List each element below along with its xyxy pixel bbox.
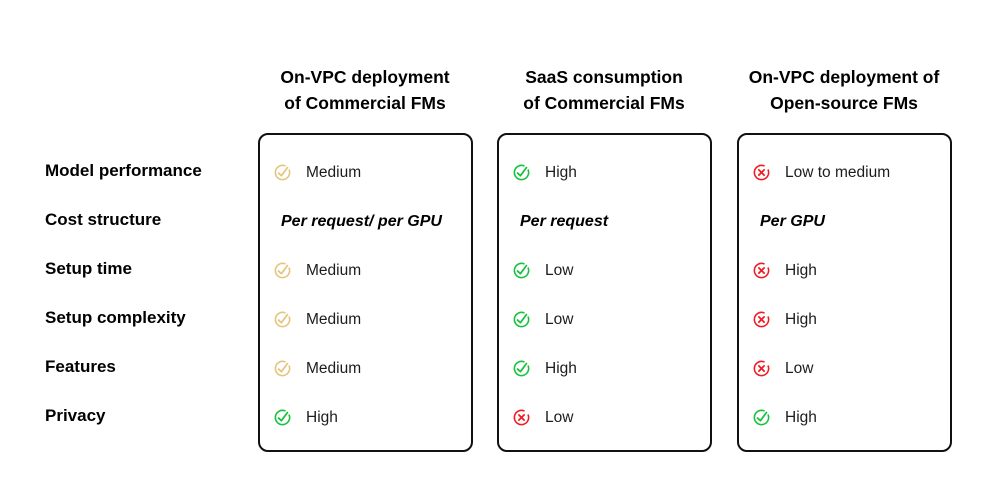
column-header-line1: SaaS consumption [525, 67, 683, 87]
card-cell: Low [499, 246, 710, 295]
x-circle-icon [513, 409, 530, 426]
column-header-line2: of Commercial FMs [284, 93, 446, 113]
comparison-card: High Per request Low Low High Low [497, 133, 712, 452]
check-circle-icon [753, 409, 770, 426]
cell-value: Per GPU [760, 212, 825, 230]
row-label: Features [45, 356, 116, 376]
check-circle-icon [274, 311, 291, 328]
cell-value: Low [545, 408, 574, 426]
check-circle-icon [513, 311, 530, 328]
cell-value: High [306, 408, 338, 426]
cell-value: Low to medium [785, 163, 891, 181]
cell-value: Medium [306, 310, 362, 328]
column-header-line2: of Commercial FMs [523, 93, 685, 113]
column-header: On-VPC deployment of Open-source FMs [714, 64, 974, 116]
card-cell: High [499, 148, 710, 197]
check-circle-icon [274, 262, 291, 279]
check-circle-icon [274, 164, 291, 181]
card-cell: Low [739, 344, 950, 393]
cell-value: High [545, 163, 577, 181]
comparison-card: Medium Per request/ per GPU Medium Medium Me… [258, 133, 473, 452]
card-cell: Medium [260, 246, 471, 295]
card-cell: Medium [260, 295, 471, 344]
column-header: SaaS consumption of Commercial FMs [474, 64, 734, 116]
row-label: Setup complexity [45, 307, 186, 327]
cell-value: High [785, 261, 817, 279]
card-cell: Medium [260, 344, 471, 393]
card-cell: High [739, 295, 950, 344]
check-circle-icon [513, 164, 530, 181]
row-label: Setup time [45, 258, 132, 278]
cell-value: Medium [306, 163, 362, 181]
card-cell: Medium [260, 148, 471, 197]
check-circle-icon [513, 262, 530, 279]
cell-value: Per request [520, 212, 609, 230]
column-header-line1: On-VPC deployment [280, 67, 450, 87]
card-cell: Low [499, 393, 710, 442]
check-circle-icon [274, 360, 291, 377]
card-cell: High [260, 393, 471, 442]
check-circle-icon [513, 360, 530, 377]
card-cell: Per request/ per GPU [260, 197, 471, 246]
cell-value: Medium [306, 261, 362, 279]
x-circle-icon [753, 311, 770, 328]
row-label: Model performance [45, 160, 202, 180]
card-cell: High [739, 393, 950, 442]
card-cell: High [739, 246, 950, 295]
x-circle-icon [753, 360, 770, 377]
cell-value: High [785, 408, 817, 426]
column-header-line1: On-VPC deployment of [748, 67, 940, 87]
x-circle-icon [753, 262, 770, 279]
cell-value: Low [545, 261, 574, 279]
cell-value: Medium [306, 359, 362, 377]
card-cell: Per request [499, 197, 710, 246]
card-cell: Low [499, 295, 710, 344]
column-header: On-VPC deployment of Commercial FMs [235, 64, 495, 116]
cell-value: Low [545, 310, 574, 328]
column-header-line2: Open-source FMs [770, 93, 918, 113]
card-cell: Per GPU [739, 197, 950, 246]
cell-value: Low [785, 359, 814, 377]
card-cell: High [499, 344, 710, 393]
row-labels-column: Model performance Cost structure Setup tim… [45, 133, 250, 440]
check-circle-icon [274, 409, 291, 426]
cell-value: High [785, 310, 817, 328]
row-label: Cost structure [45, 209, 162, 229]
card-cell: Low to medium [739, 148, 950, 197]
comparison-card: Low to medium Per GPU High High Low High [737, 133, 952, 452]
cell-value: Per request/ per GPU [281, 212, 442, 230]
row-label: Privacy [45, 405, 106, 425]
cell-value: High [545, 359, 577, 377]
x-circle-icon [753, 164, 770, 181]
